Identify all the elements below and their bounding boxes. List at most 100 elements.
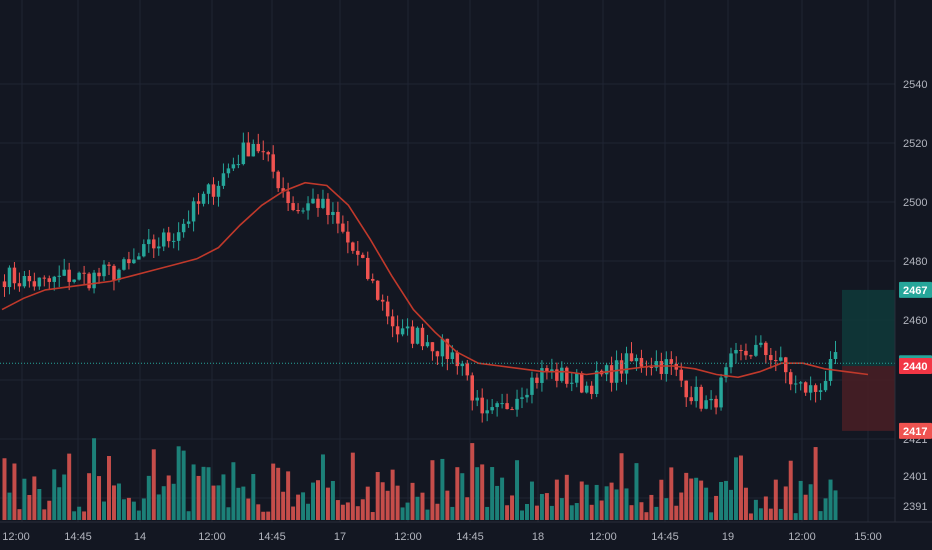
candle-body [326, 198, 330, 216]
time-tick-label: 17 [334, 531, 346, 543]
volume-bar [306, 503, 311, 520]
price-tick-label: 2540 [903, 79, 927, 91]
candle-body [261, 151, 265, 153]
volume-bar [146, 475, 151, 520]
volume-bar [544, 493, 549, 520]
volume-bar [176, 446, 181, 520]
candle-body [2, 281, 7, 288]
volume-bar [335, 500, 340, 520]
candle-body [500, 403, 504, 405]
candle-body [201, 193, 206, 204]
candle-body [251, 143, 256, 157]
candle-body [366, 257, 370, 279]
volume-bar [634, 463, 639, 520]
volume-bar [724, 480, 729, 520]
candle-body [271, 154, 275, 172]
volume-bar [82, 511, 87, 520]
volume-bar [788, 460, 793, 520]
candle-body [624, 353, 629, 374]
candle-body [196, 201, 201, 204]
volume-bar [554, 479, 559, 520]
volume-bar [301, 492, 306, 520]
volume-bar [714, 495, 719, 520]
candle-body [629, 353, 634, 362]
candle-body [72, 279, 76, 282]
candle-body [808, 385, 813, 393]
candle-body [440, 338, 445, 357]
volume-bar [281, 491, 286, 520]
price-tick-label: 2401 [903, 471, 927, 483]
volume-bar [569, 505, 574, 520]
volume-bar [340, 504, 345, 520]
volume-bar [345, 502, 350, 520]
volume-bar [520, 510, 525, 520]
volume-bar [564, 474, 569, 520]
candle-body [410, 326, 415, 344]
volume-bar [430, 460, 435, 520]
candle-body [346, 231, 350, 243]
candle-body [211, 184, 216, 197]
volume-bars [2, 438, 838, 520]
candle-body [769, 355, 773, 361]
candle-body [689, 397, 693, 402]
candle-body [584, 385, 589, 393]
candle-body [415, 327, 420, 344]
candle-body [92, 272, 96, 289]
position-zones [842, 289, 895, 431]
candle-body [47, 278, 52, 282]
time-tick-label: 14 [134, 531, 146, 543]
candle-body [475, 397, 479, 401]
volume-bar [669, 467, 674, 520]
volume-bar [818, 511, 823, 520]
volume-bar [320, 454, 325, 520]
candle-body [535, 377, 539, 383]
volume-bar [420, 492, 425, 520]
volume-bar [529, 481, 534, 520]
candle-body [639, 357, 644, 367]
volume-bar [226, 507, 231, 520]
volume-bar [111, 485, 116, 520]
volume-bar [350, 452, 355, 520]
volume-bar [425, 509, 430, 520]
volume-bar [315, 480, 320, 520]
candle-body [311, 198, 315, 204]
candle-body [17, 283, 22, 287]
candle-body [445, 338, 450, 359]
candle-body [341, 223, 345, 232]
candle-body [216, 185, 221, 197]
volume-bar [639, 502, 644, 520]
candle-body [480, 397, 484, 414]
volume-bar [490, 467, 495, 520]
time-tick-label: 12:00 [198, 531, 226, 543]
price-tick-label: 2391 [903, 501, 927, 513]
volume-bar [664, 498, 669, 520]
volume-bar [833, 490, 838, 520]
time-tick-label: 14:45 [258, 531, 286, 543]
candle-body [161, 232, 166, 247]
price-tick-label: 2500 [903, 197, 927, 209]
volume-bar [823, 498, 828, 520]
price-tick-label: 2480 [903, 256, 927, 268]
volume-bar [380, 482, 385, 520]
candle-body [102, 264, 106, 277]
volume-bar [12, 463, 17, 520]
stop-zone [842, 366, 895, 431]
candle-body [286, 191, 290, 204]
candle-body [306, 203, 310, 211]
volume-bar [589, 504, 594, 520]
candle-body [226, 168, 231, 174]
volume-bar [629, 505, 634, 520]
candle-body [754, 344, 758, 356]
volume-bar [57, 487, 62, 520]
volume-bar [505, 505, 510, 520]
candle-body [405, 326, 410, 329]
price-tag-label: 2417 [903, 426, 927, 438]
volume-bar [186, 511, 191, 520]
candle-body [784, 357, 788, 373]
time-axis[interactable]: 12:00 14:45 14 12:00 14:45 17 12:00 14:45 18 12:0… [0, 521, 932, 543]
candle-body [301, 210, 305, 212]
candle-body [798, 382, 803, 384]
price-tick-label: 2520 [903, 138, 927, 150]
volume-bar [151, 449, 156, 520]
